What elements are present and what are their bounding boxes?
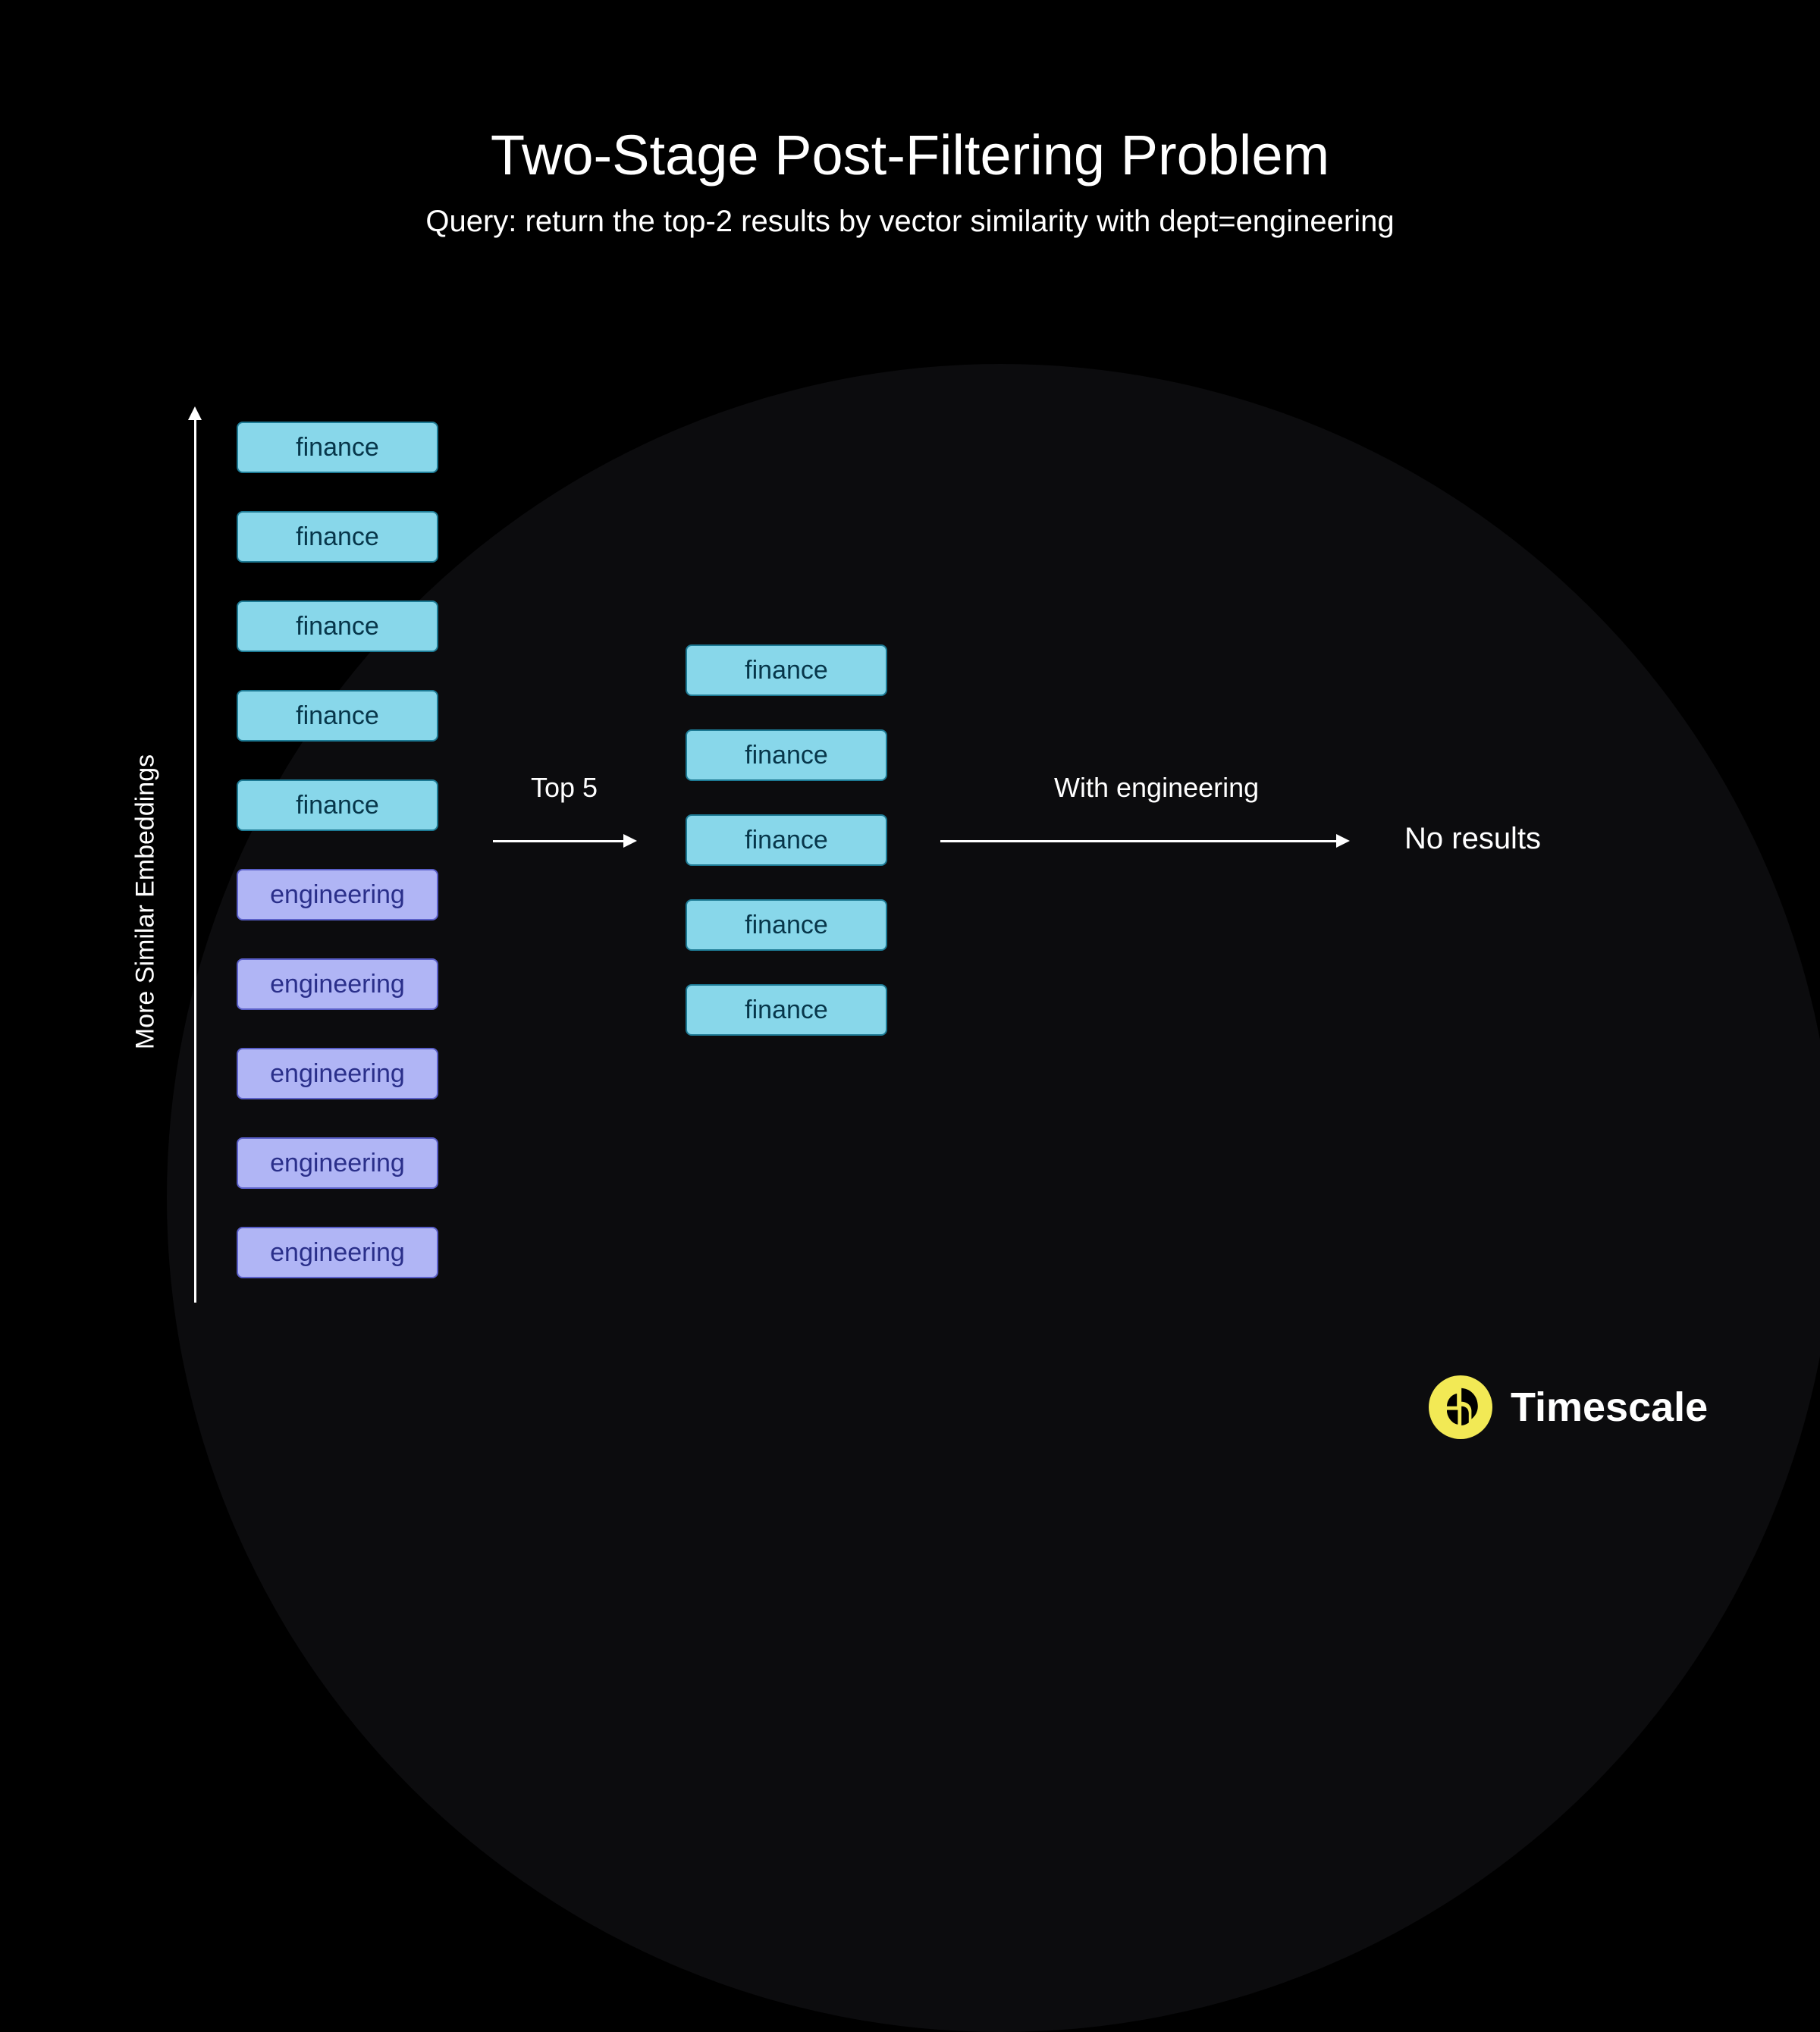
chip-finance: finance bbox=[686, 729, 887, 781]
chip-finance: finance bbox=[237, 422, 438, 473]
chip-engineering: engineering bbox=[237, 1048, 438, 1099]
diagram-subtitle: Query: return the top-2 results by vecto… bbox=[0, 205, 1820, 239]
diagram-title: Two-Stage Post-Filtering Problem bbox=[0, 123, 1820, 187]
chip-finance: finance bbox=[237, 601, 438, 652]
timescale-wordmark: Timescale bbox=[1511, 1384, 1708, 1431]
chip-finance: finance bbox=[686, 644, 887, 696]
axis-arrowhead-icon bbox=[188, 406, 202, 420]
chip-finance: finance bbox=[237, 779, 438, 831]
chip-finance: finance bbox=[686, 814, 887, 866]
timescale-logo: Timescale bbox=[1429, 1375, 1708, 1439]
chip-engineering: engineering bbox=[237, 869, 438, 920]
chip-finance: finance bbox=[686, 984, 887, 1036]
step-label-with-engineering: With engineering bbox=[1054, 772, 1259, 804]
arrow-line bbox=[940, 840, 1338, 842]
axis-label: More Similar Embeddings bbox=[131, 713, 161, 1092]
chip-engineering: engineering bbox=[237, 958, 438, 1010]
axis-line bbox=[194, 417, 196, 1303]
chip-finance: finance bbox=[686, 899, 887, 951]
step-label-top5: Top 5 bbox=[531, 772, 598, 804]
chip-finance: finance bbox=[237, 690, 438, 742]
timescale-tiger-icon bbox=[1429, 1375, 1492, 1439]
arrow-line bbox=[493, 840, 625, 842]
chip-engineering: engineering bbox=[237, 1227, 438, 1278]
chip-engineering: engineering bbox=[237, 1137, 438, 1189]
result-text: No results bbox=[1404, 822, 1541, 856]
chip-finance: finance bbox=[237, 511, 438, 563]
arrowhead-icon bbox=[1336, 834, 1350, 848]
arrowhead-icon bbox=[623, 834, 637, 848]
